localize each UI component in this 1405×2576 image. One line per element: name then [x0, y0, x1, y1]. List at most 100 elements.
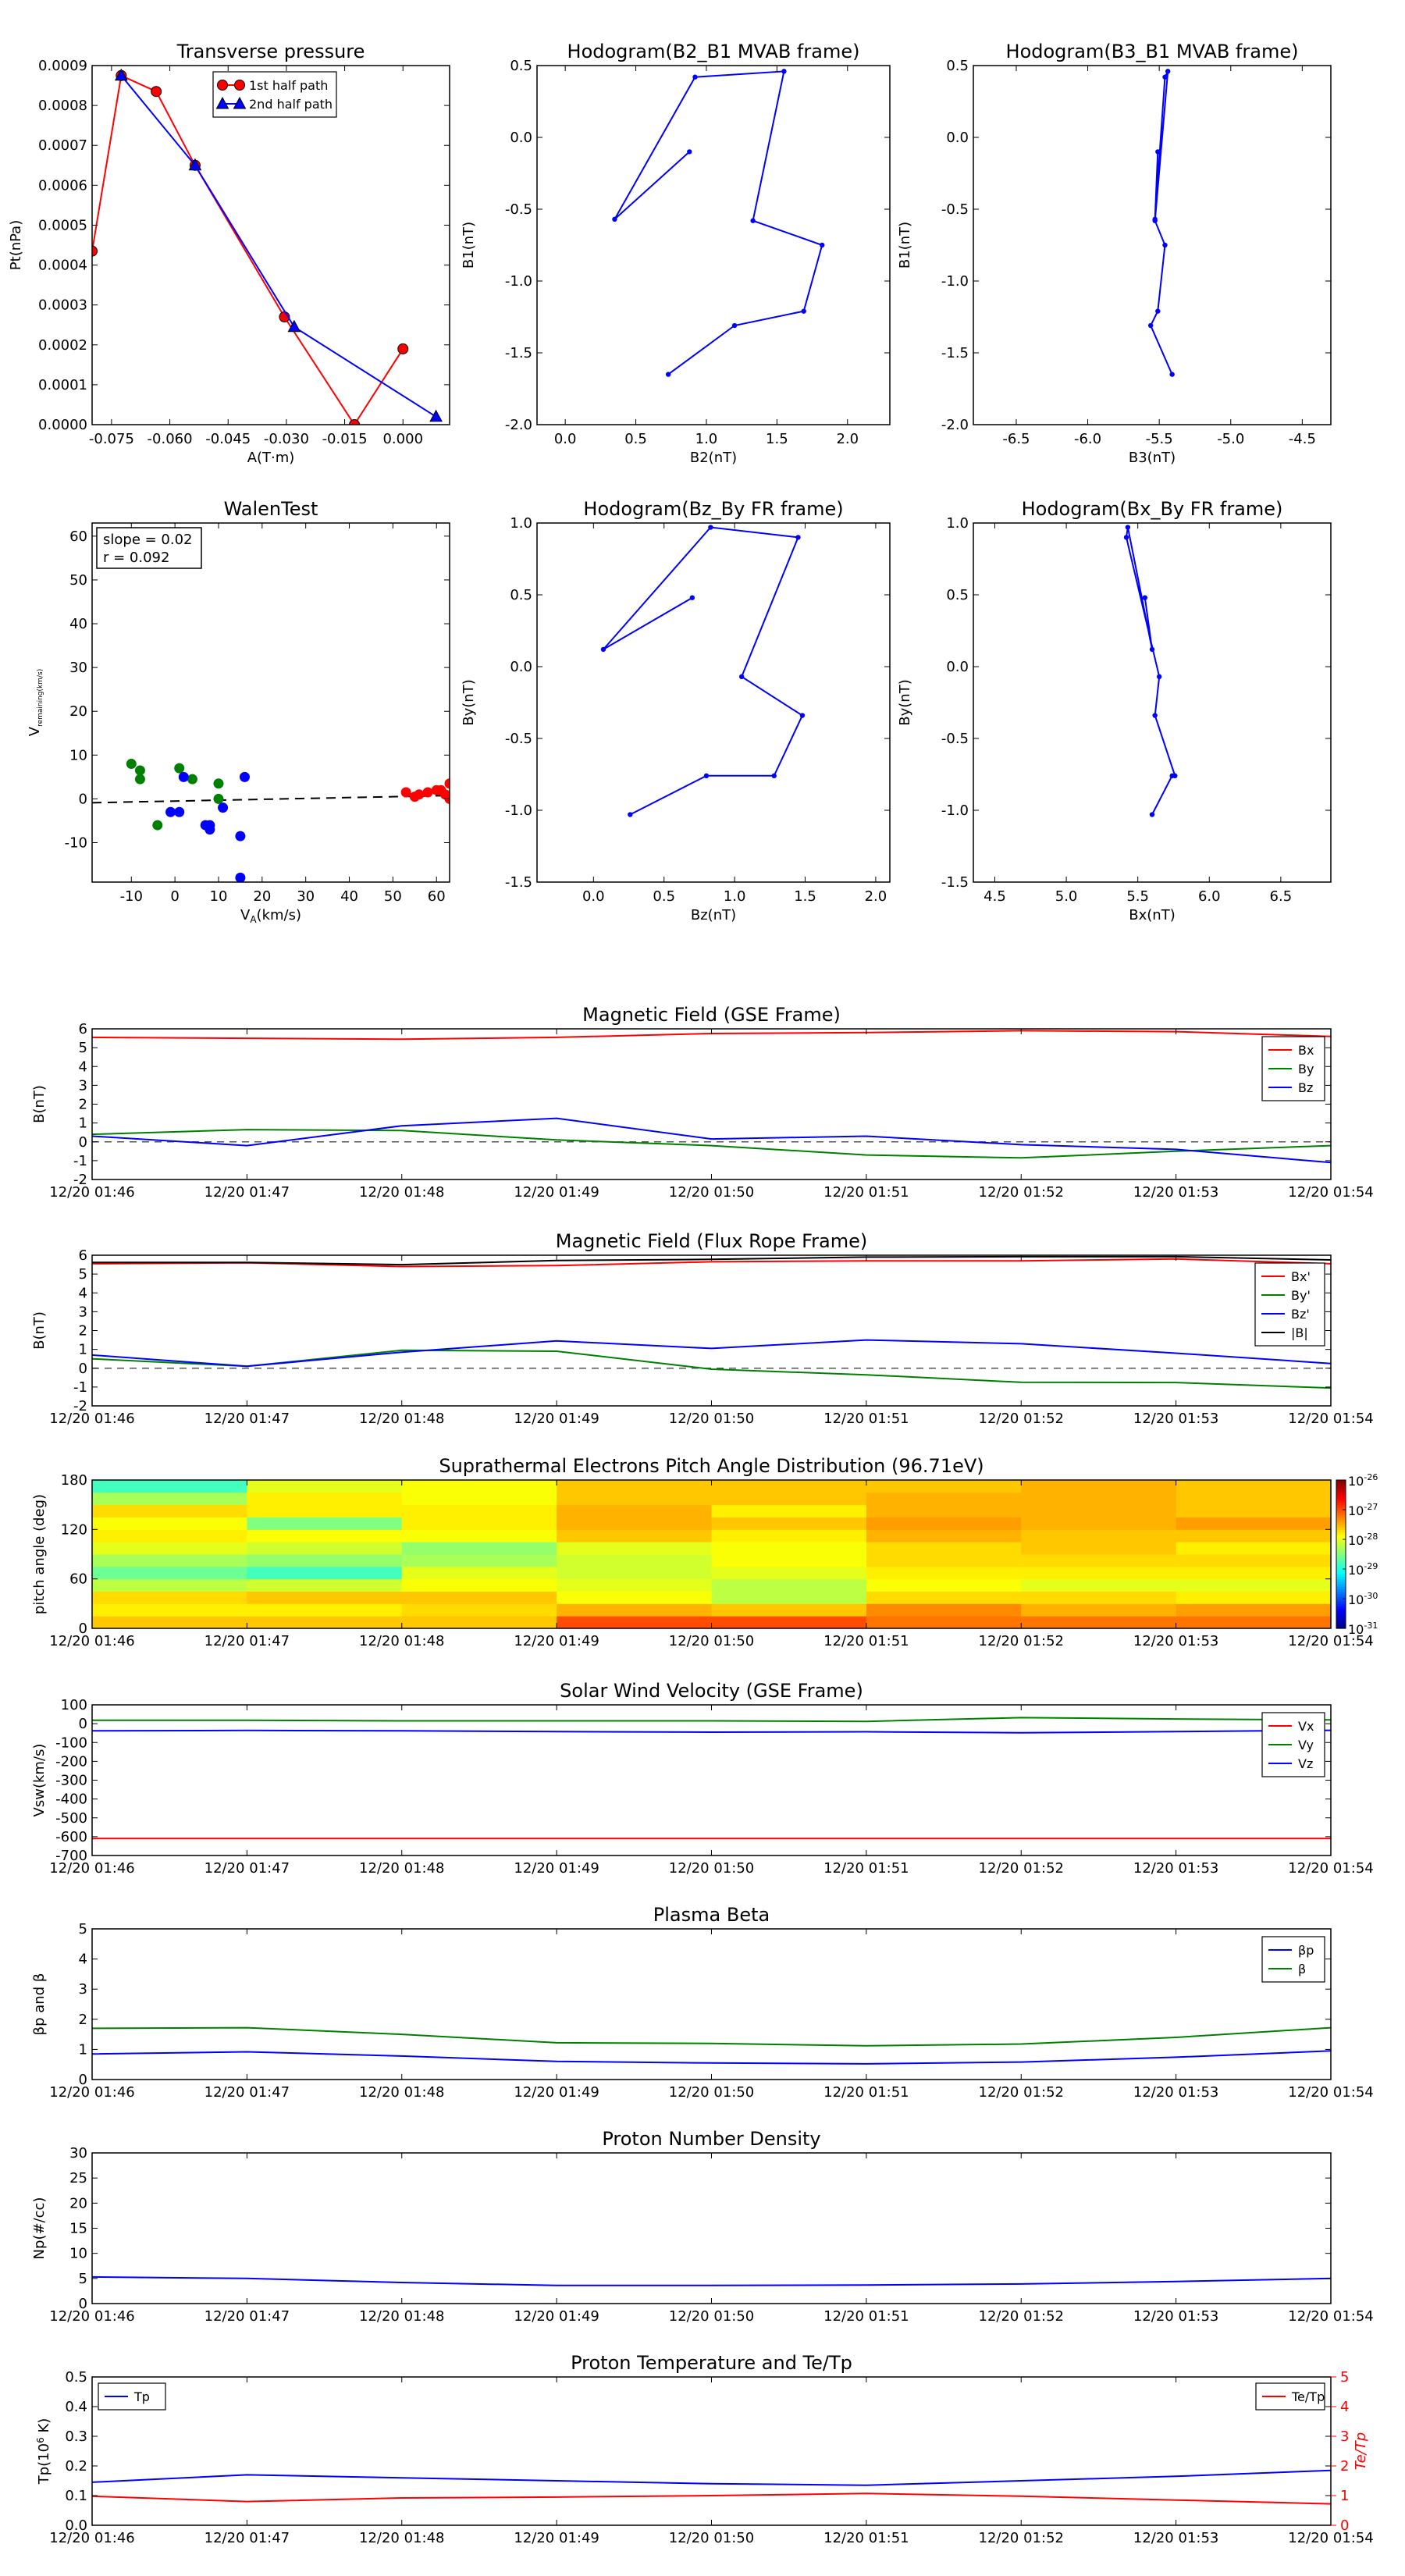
data-point [126, 759, 137, 770]
y-tick-label: 0.5 [510, 587, 532, 603]
heatmap-cell [866, 1492, 1022, 1506]
heatmap-cell [866, 1578, 1022, 1592]
heatmap-cell [711, 1480, 867, 1493]
y-tick-label: 0.3 [65, 2428, 87, 2445]
chart-title: Hodogram(Bz_By FR frame) [583, 498, 843, 520]
data-point [738, 674, 745, 680]
heatmap-cell [247, 1517, 403, 1530]
y-tick-label: 0 [79, 1716, 87, 1732]
y-tick-label: -0.5 [505, 201, 532, 218]
x-tick-label: 12/20 01:51 [823, 1411, 909, 1427]
y2-tick-label: 1 [1340, 2488, 1349, 2504]
colorbar-swatch [1336, 1532, 1346, 1535]
y-tick-label: 6 [79, 1247, 87, 1264]
y-tick-label: 0.0004 [38, 258, 87, 274]
x-tick-label: -5.5 [1146, 431, 1173, 447]
colorbar-tick-label: 10-26 [1348, 1472, 1378, 1489]
heatmap-cell [866, 1566, 1022, 1580]
data-point [429, 409, 443, 422]
heatmap-cell [92, 1492, 247, 1506]
chart-title: Suprathermal Electrons Pitch Angle Distr… [439, 1455, 984, 1477]
data-point [414, 789, 425, 800]
data-point [217, 80, 228, 91]
y-tick-label: 0.0 [510, 659, 532, 675]
legend-label: Bx' [1291, 1269, 1311, 1284]
heatmap-cell [557, 1603, 712, 1617]
data-point [703, 773, 710, 779]
legend-label: 2nd half path [249, 97, 333, 112]
y-tick-label: 5 [79, 1040, 87, 1056]
plot-area [1123, 525, 1178, 817]
heatmap-cell [1021, 1542, 1177, 1555]
x-tick-label: 12/20 01:53 [1133, 2530, 1218, 2546]
chart-magnetic-field-fr: Magnetic Field (Flux Rope Frame) -2 -1 0 1 2 3… [31, 1230, 1374, 1427]
data-point [235, 872, 246, 882]
heatmap-cell [1176, 1566, 1332, 1580]
heatmap-cell [1176, 1603, 1332, 1617]
x-tick-label: 12/20 01:51 [823, 1184, 909, 1201]
x-tick-label: 12/20 01:47 [205, 2308, 290, 2325]
x-tick-label: 12/20 01:53 [1133, 2084, 1218, 2101]
y-tick-label: 20 [69, 703, 87, 720]
y-tick-label: 1 [79, 1342, 87, 1358]
x-tick-label: 12/20 01:48 [359, 1411, 444, 1427]
legend-label: |B| [1291, 1325, 1308, 1340]
x-tick-label: 12/20 01:50 [669, 1411, 754, 1427]
heatmap-cell [557, 1517, 712, 1530]
x-tick-label: 12/20 01:46 [49, 1860, 134, 1877]
y-tick-label: -700 [55, 1848, 87, 1864]
y-tick-label: -300 [55, 1773, 87, 1789]
colorbar-tick-label: 10-28 [1348, 1532, 1378, 1548]
x-tick-label: 0 [170, 888, 179, 905]
y-tick-label: -0.5 [941, 731, 969, 747]
colorbar-swatch [1336, 1618, 1346, 1622]
colorbar-swatch [1336, 1601, 1346, 1604]
x-tick-label: 12/20 01:54 [1288, 1860, 1373, 1877]
x-tick-label: 12/20 01:53 [1133, 1411, 1218, 1427]
y-tick-label: 4 [79, 1952, 87, 1968]
y-tick-label: -1 [73, 1379, 87, 1396]
y-tick-label: 0.2 [65, 2458, 87, 2475]
chart-hodogram-b2-b1: Hodogram(B2_B1 MVAB frame) -2.0 -1.5 -1.0 -0… [461, 41, 891, 466]
x-tick-label: 1.5 [794, 888, 816, 905]
y-tick-label: 4 [79, 1285, 87, 1301]
data-point [1156, 674, 1162, 680]
y-tick-label: 0.0001 [38, 377, 87, 393]
legend-label: Vz [1298, 1756, 1313, 1771]
heatmap-cell [92, 1529, 247, 1542]
plot-frame [91, 2152, 1332, 2304]
legend-label: Vx [1298, 1719, 1314, 1734]
heatmap-cell [247, 1616, 403, 1629]
colorbar-swatch [1336, 1557, 1346, 1560]
x-tick-label: 5.0 [1055, 888, 1078, 905]
heatmap-cell [401, 1603, 557, 1617]
x-tick-label: 12/20 01:54 [1288, 1184, 1373, 1201]
x-tick-label: 12/20 01:47 [205, 1633, 290, 1649]
heatmap-cell [557, 1529, 712, 1542]
chart-magnetic-field-gse: Magnetic Field (GSE Frame) -2 -1 0 1 2 3 4 5 6 12/… [31, 1004, 1374, 1201]
y-tick-label: 100 [61, 1697, 87, 1713]
data-point [665, 372, 671, 377]
y-tick-label: 6 [79, 1021, 87, 1037]
y-tick-label: 2 [79, 1097, 87, 1113]
chart-hodogram-bz-by: Hodogram(Bz_By FR frame) -1.5 -1.0 -0.5 0.0 0… [461, 498, 891, 923]
heatmap-cell [711, 1566, 867, 1580]
x-tick-label: 0.000 [382, 431, 423, 447]
series-line-hodogram [1125, 527, 1176, 815]
data-point [1152, 713, 1158, 718]
y-tick-label: 3 [79, 1304, 87, 1320]
x-tick-label: 0.0 [554, 431, 577, 447]
colorbar-swatch [1336, 1599, 1346, 1602]
x-tick-label: 12/20 01:46 [49, 1633, 134, 1649]
legend-label: Tp [133, 2389, 150, 2404]
heatmap-cell [557, 1566, 712, 1580]
legend-box [1254, 1262, 1325, 1347]
chart-title: Hodogram(B3_B1 MVAB frame) [1006, 41, 1299, 62]
colorbar-swatch [1336, 1551, 1346, 1555]
series-line-hodogram [603, 526, 804, 816]
y-tick-label: 60 [69, 528, 87, 545]
x-tick-label: -5.0 [1217, 431, 1244, 447]
y-tick-label: 2 [79, 1323, 87, 1340]
x-tick-label: 12/20 01:53 [1133, 2308, 1218, 2325]
heatmap-cell [866, 1554, 1022, 1567]
